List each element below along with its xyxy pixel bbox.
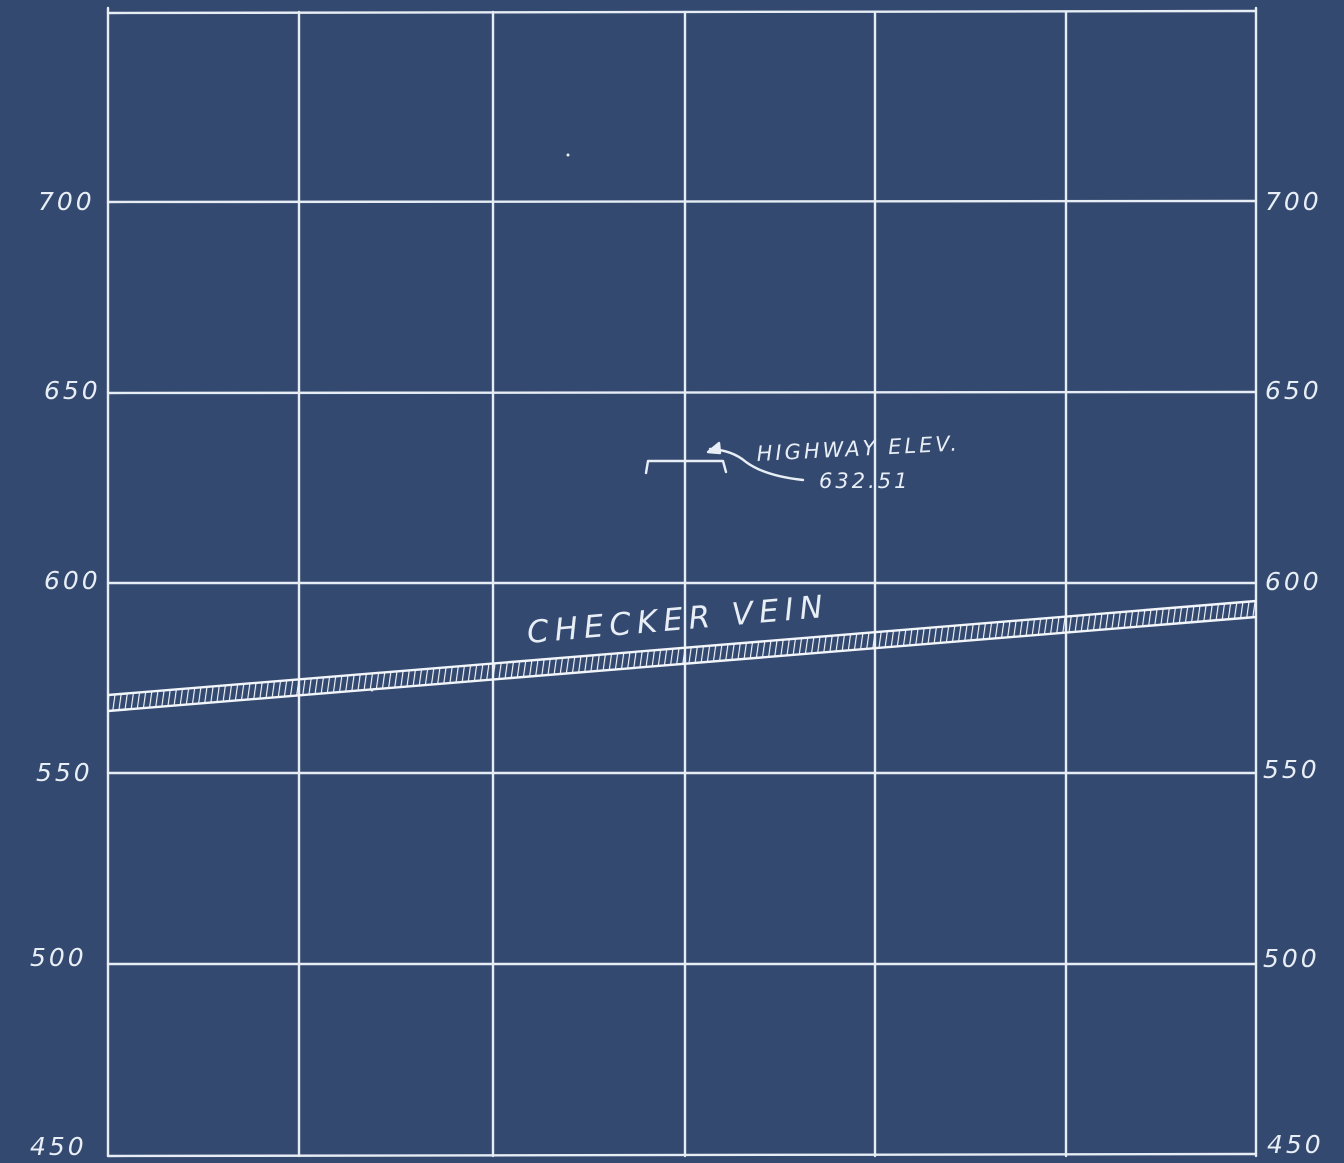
- highway-leader-arrow: [708, 447, 805, 482]
- vein-lower-edge: [107, 615, 1257, 713]
- paper-speck: [370, 688, 374, 692]
- grid-horizontal-line: [106, 199, 1258, 204]
- highway-label-line1: HIGHWAY ELEV.: [756, 431, 960, 466]
- right-elevation-axis: 700 650 600 550 500 450: [1263, 187, 1324, 1159]
- left-axis-label-600: 600: [44, 566, 101, 595]
- right-axis-label-700: 700: [1265, 187, 1322, 216]
- grid-horizontal-line: [106, 9, 1258, 15]
- vein-upper-edge: [107, 599, 1257, 697]
- right-axis-label-600: 600: [1265, 567, 1322, 596]
- highway-elevation-marker: [644, 441, 805, 482]
- left-axis-label-450: 450: [30, 1132, 87, 1161]
- left-axis-label-700: 700: [38, 187, 95, 216]
- left-axis-label-500: 500: [30, 943, 87, 972]
- right-axis-label-450: 450: [1267, 1130, 1324, 1159]
- right-axis-label-550: 550: [1263, 755, 1320, 784]
- left-elevation-axis: 700 650 600 550 500 450: [30, 187, 101, 1161]
- right-axis-label-500: 500: [1263, 944, 1320, 973]
- right-axis-label-650: 650: [1265, 376, 1322, 405]
- horizontal-grid-lines: [106, 9, 1258, 1158]
- arrow-head-icon: [706, 441, 722, 455]
- vein-hatch-fill: [108, 601, 1256, 711]
- checker-vein-band: [107, 599, 1257, 713]
- grid-horizontal-line: [106, 1152, 1258, 1158]
- paper-speck: [566, 153, 570, 157]
- highway-profile-symbol: [644, 459, 728, 475]
- highway-label-line2: 632.51: [819, 469, 910, 493]
- grid-horizontal-line: [106, 390, 1258, 395]
- left-axis-label-650: 650: [44, 376, 101, 405]
- left-axis-label-550: 550: [36, 758, 93, 787]
